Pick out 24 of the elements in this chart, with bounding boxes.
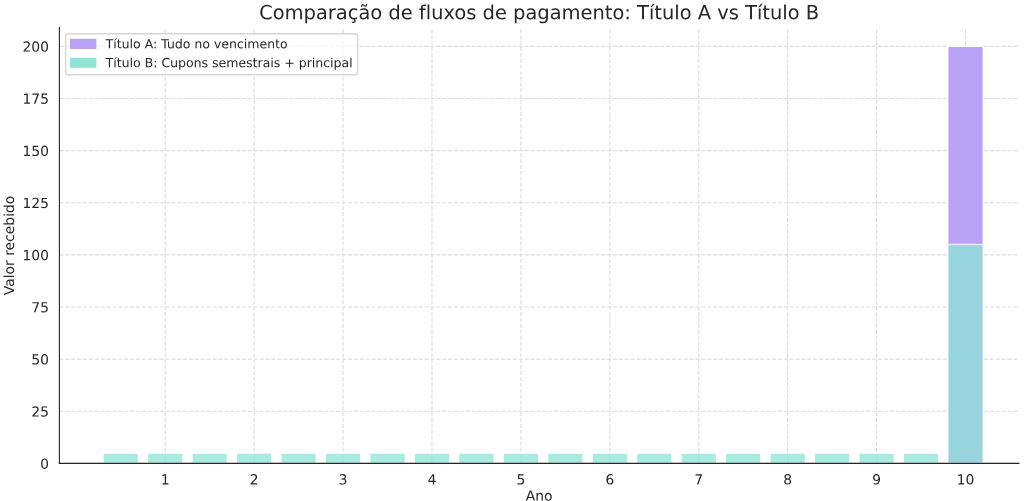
legend-label: Título B: Cupons semestrais + principal bbox=[105, 57, 352, 70]
x-tick-label: 10 bbox=[958, 474, 974, 485]
x-tick-label: 1 bbox=[162, 474, 169, 485]
x-tick-label: 5 bbox=[517, 474, 525, 485]
y-tick-label: 75 bbox=[32, 302, 48, 313]
x-axis-title: Ano bbox=[525, 490, 552, 501]
x-tick-label: 8 bbox=[784, 474, 792, 485]
x-tick-label: 2 bbox=[250, 474, 258, 485]
y-tick-label: 175 bbox=[23, 93, 48, 104]
x-tick-label: 6 bbox=[606, 474, 614, 485]
y-tick-label: 125 bbox=[23, 197, 48, 209]
y-tick-label: 25 bbox=[32, 406, 48, 417]
y-tick-label: 150 bbox=[23, 145, 49, 157]
x-tick-label: 4 bbox=[428, 474, 436, 485]
x-tick-label: 7 bbox=[695, 474, 702, 485]
y-tick-label: 50 bbox=[32, 354, 49, 365]
y-tick-label: 200 bbox=[23, 41, 49, 52]
y-tick-label: 0 bbox=[41, 458, 49, 469]
chart-title: Comparação de fluxos de pagamento: Título A vs Título B bbox=[260, 3, 818, 24]
legend-label: Título A: Tudo no vencimento bbox=[105, 38, 287, 49]
x-tick-label: 3 bbox=[339, 474, 347, 485]
y-tick-label: 100 bbox=[23, 249, 49, 261]
y-axis-title: Valor recebido bbox=[3, 196, 15, 296]
x-tick-label: 9 bbox=[873, 474, 881, 485]
